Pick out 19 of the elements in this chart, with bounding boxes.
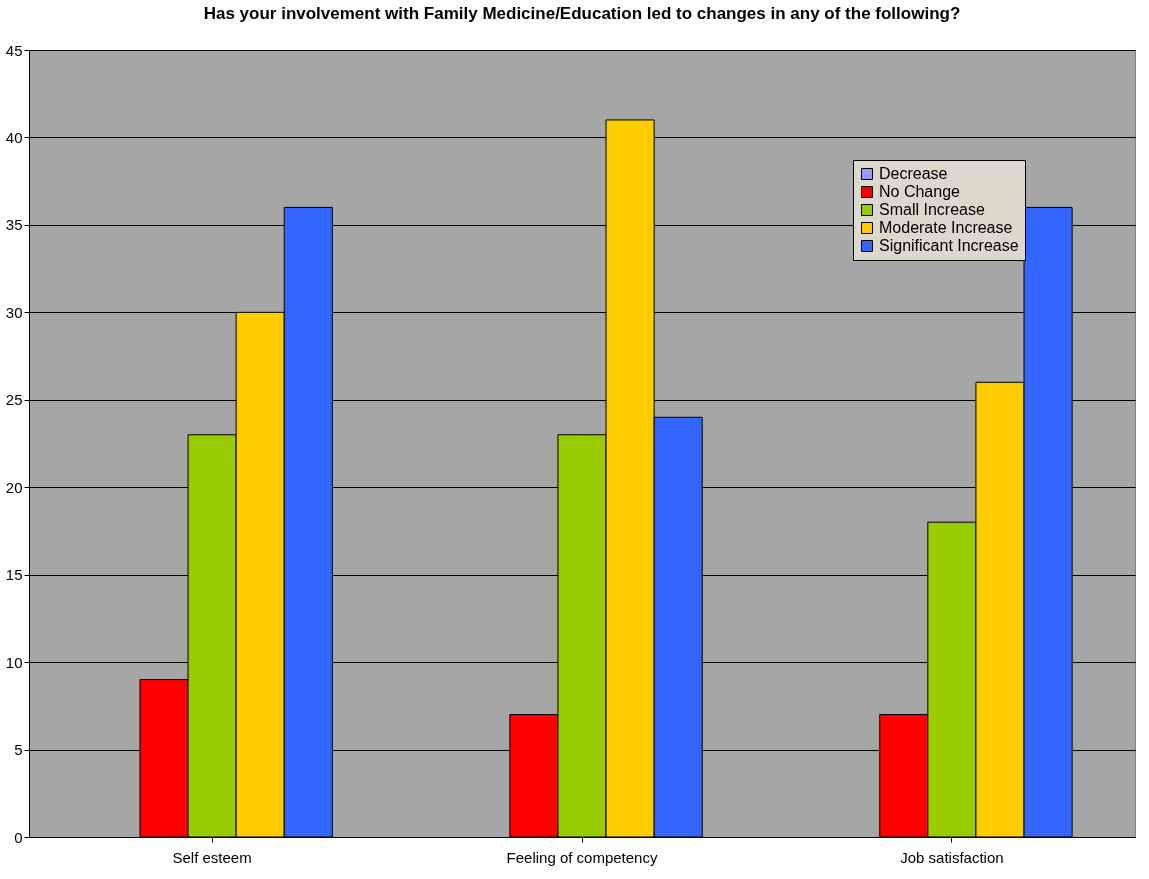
y-tick-label: 10	[5, 653, 23, 671]
x-tick-label: Self esteem	[172, 848, 252, 866]
legend-label: Significant Increase	[879, 237, 1019, 254]
legend-label: Decrease	[879, 165, 948, 182]
y-tick-label: 30	[5, 303, 23, 321]
chart-title: Has your involvement with Family Medicine/Education led to changes in any of the following?	[203, 4, 961, 23]
legend-label: Small Increase	[879, 201, 985, 218]
x-tick-label: Feeling of competency	[506, 848, 658, 866]
y-tick-label: 20	[5, 478, 23, 496]
legend-label: No Change	[879, 183, 961, 200]
y-tick-label: 40	[5, 128, 23, 146]
y-tick-label: 0	[14, 828, 23, 846]
x-tick-label: Job satisfaction	[900, 848, 1004, 866]
y-tick-label: 35	[5, 216, 23, 234]
y-tick-label: 5	[14, 741, 23, 759]
y-tick-label: 15	[5, 566, 23, 584]
y-tick-label: 25	[5, 391, 23, 409]
y-tick-label: 45	[5, 41, 23, 59]
legend-label: Moderate Increase	[879, 219, 1013, 236]
